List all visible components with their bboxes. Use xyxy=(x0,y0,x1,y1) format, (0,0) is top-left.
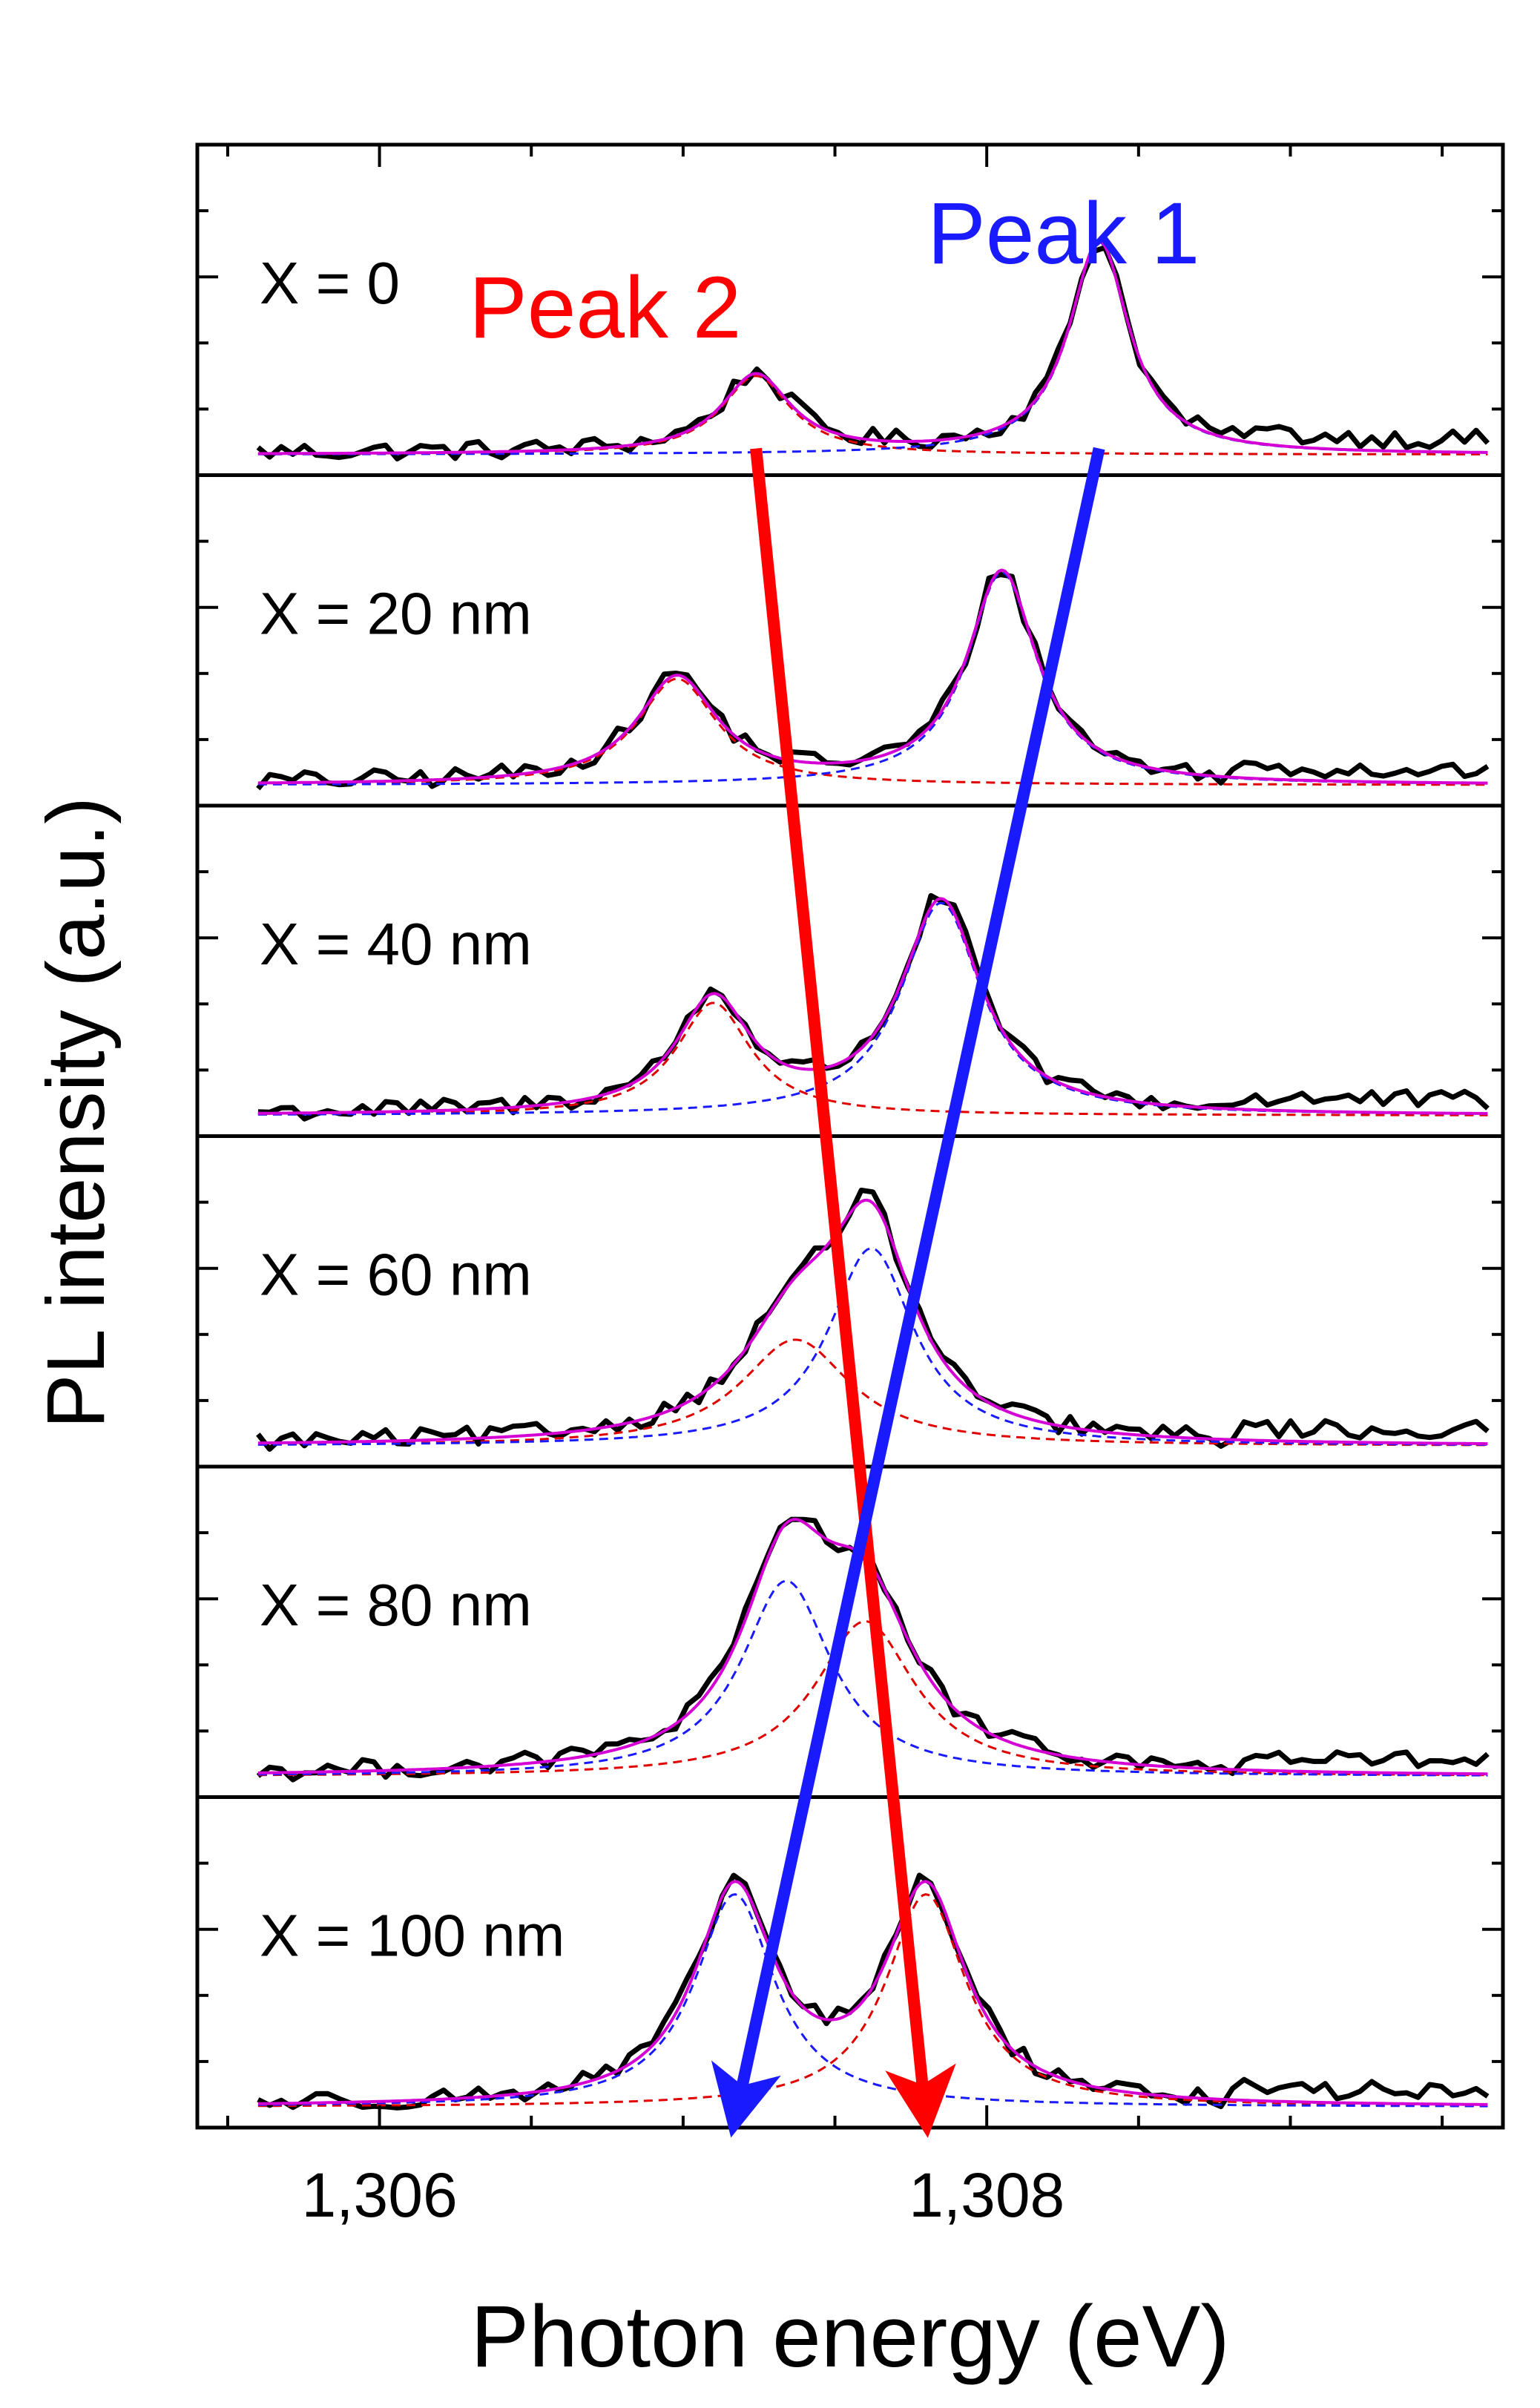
panel-label: X = 60 nm xyxy=(260,1241,532,1307)
peak-2-fit xyxy=(257,677,1488,786)
peak-2-fit xyxy=(257,375,1488,455)
chart-labels: Photon energy (eV) PL intensity (a.u.) P… xyxy=(30,185,1230,2386)
measured-spectrum xyxy=(256,572,1490,791)
peak-1-fit xyxy=(257,1579,1488,1777)
panel-label: X = 80 nm xyxy=(260,1572,532,1638)
panel-1: X = 20 nm xyxy=(195,473,1505,808)
peak-1-arrow xyxy=(711,447,1105,2138)
peak-1-label: Peak 1 xyxy=(927,185,1200,283)
x-tick-label: 1,306 xyxy=(301,2160,457,2230)
panel-label: X = 20 nm xyxy=(260,580,532,646)
measured-spectrum xyxy=(256,245,1490,461)
total-fit xyxy=(257,897,1488,1115)
x-tick-label: 1,308 xyxy=(909,2160,1064,2230)
panel-5: X = 100 nm xyxy=(195,1795,1505,2130)
panel-3: X = 60 nm xyxy=(195,1134,1505,1469)
total-fit xyxy=(257,1880,1488,2106)
peak-2-label: Peak 2 xyxy=(469,259,741,357)
measured-spectrum xyxy=(256,1188,1490,1452)
trend-arrows xyxy=(711,447,1105,2138)
x-axis: 1,306 1,308 xyxy=(226,145,1444,2230)
peak-2-fit xyxy=(257,1338,1488,1447)
panel-0: X = 0 xyxy=(195,142,1505,477)
panel-frame xyxy=(195,1795,1505,2130)
x-axis-title: Photon energy (eV) xyxy=(470,2288,1229,2386)
panels: X = 0 X = 20 nm X = 40 nm X = 60 nm X = 80 n… xyxy=(195,142,1505,2230)
peak-1-fit xyxy=(257,240,1488,455)
y-axis-title: PL intensity (a.u.) xyxy=(30,797,122,1429)
total-fit xyxy=(257,1198,1488,1446)
peak-1-fit xyxy=(257,571,1488,786)
panel-label: X = 40 nm xyxy=(260,911,532,977)
panel-label: X = 100 nm xyxy=(260,1902,565,1968)
panel-label: X = 0 xyxy=(260,250,400,316)
total-fit xyxy=(257,568,1488,785)
peak-2-fit xyxy=(257,1001,1488,1116)
panel-2: X = 40 nm xyxy=(195,803,1505,1138)
peak-2-arrow xyxy=(750,447,956,2138)
total-fit xyxy=(257,239,1488,455)
panel-4: X = 80 nm xyxy=(195,1464,1505,1799)
